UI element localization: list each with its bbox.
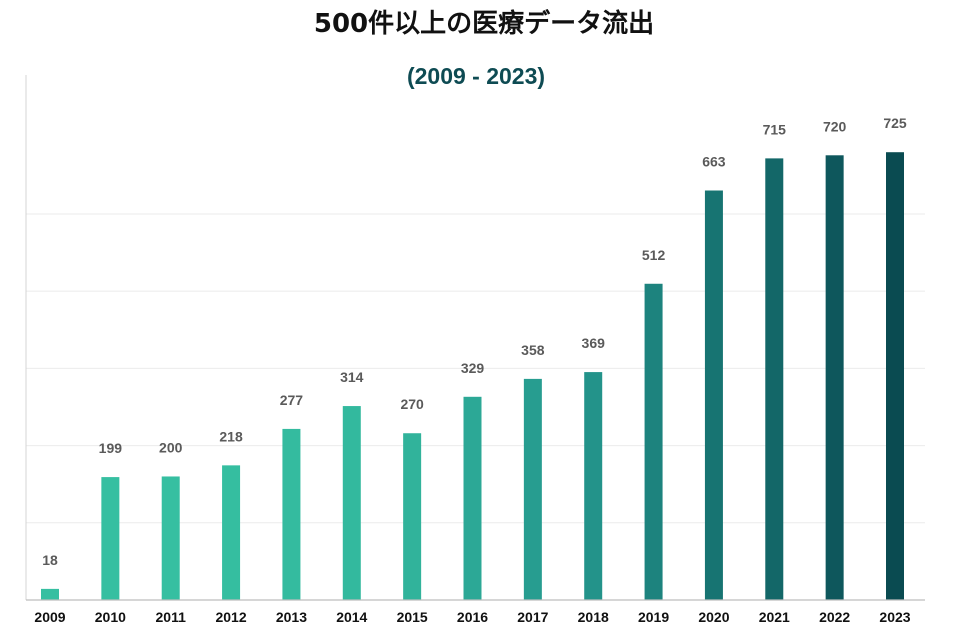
data-label-2018: 369	[582, 335, 606, 351]
data-label-2015: 270	[400, 396, 424, 412]
bar-2021	[765, 158, 784, 600]
bar-2017	[523, 378, 542, 600]
x-tick-label-2010: 2010	[95, 609, 126, 625]
x-tick-label-2013: 2013	[276, 609, 307, 625]
x-tick-label-2020: 2020	[698, 609, 729, 625]
bar-2013	[282, 428, 301, 600]
x-tick-label-2014: 2014	[336, 609, 367, 625]
bar-2011	[161, 476, 180, 600]
x-tick-label-2009: 2009	[34, 609, 65, 625]
data-label-2011: 200	[159, 439, 183, 455]
x-tick-label-2017: 2017	[517, 609, 548, 625]
data-label-2023: 725	[883, 115, 907, 131]
bar-2015	[403, 433, 422, 600]
chart-subtitle: (2009 - 2023)	[407, 63, 545, 89]
data-label-2017: 358	[521, 342, 545, 358]
chart-title: 500件以上の医療データ流出	[314, 8, 654, 39]
data-label-2013: 277	[280, 392, 304, 408]
x-tick-label-2016: 2016	[457, 609, 488, 625]
bar-2014	[342, 406, 361, 600]
bar-2018	[584, 372, 603, 600]
x-tick-label-2012: 2012	[215, 609, 246, 625]
x-tick-label-2015: 2015	[397, 609, 428, 625]
bar-2012	[222, 465, 241, 600]
data-label-2016: 329	[461, 360, 485, 376]
bar-2023	[886, 152, 904, 601]
bars	[41, 152, 904, 601]
x-tick-label-2018: 2018	[578, 609, 609, 625]
bar-2019	[644, 283, 663, 600]
bar-2022	[825, 155, 844, 600]
data-label-2010: 199	[99, 440, 123, 456]
data-label-2022: 720	[823, 118, 847, 134]
x-tick-label-2022: 2022	[819, 609, 850, 625]
bar-2009	[41, 588, 59, 600]
x-tick-label-2011: 2011	[156, 609, 187, 625]
bar-2016	[463, 396, 482, 600]
x-tick-label-2019: 2019	[638, 609, 669, 625]
bar-2010	[101, 477, 120, 600]
bar-2020	[704, 190, 723, 600]
data-label-2012: 218	[219, 428, 243, 444]
data-label-2019: 512	[642, 247, 666, 263]
x-tick-label-2023: 2023	[879, 609, 910, 625]
data-label-2021: 715	[763, 121, 787, 137]
data-labels: 18 199 200 218 277 314 270 329 358 369 512 663 715 72…	[42, 115, 907, 568]
data-label-2014: 314	[340, 369, 364, 385]
x-tick-labels: 2009 2010 2011 2012 2013 2014 2015 2016 2017 2018…	[34, 609, 910, 625]
data-label-2020: 663	[702, 154, 726, 170]
x-tick-label-2021: 2021	[759, 609, 790, 625]
data-label-2009: 18	[42, 552, 58, 568]
